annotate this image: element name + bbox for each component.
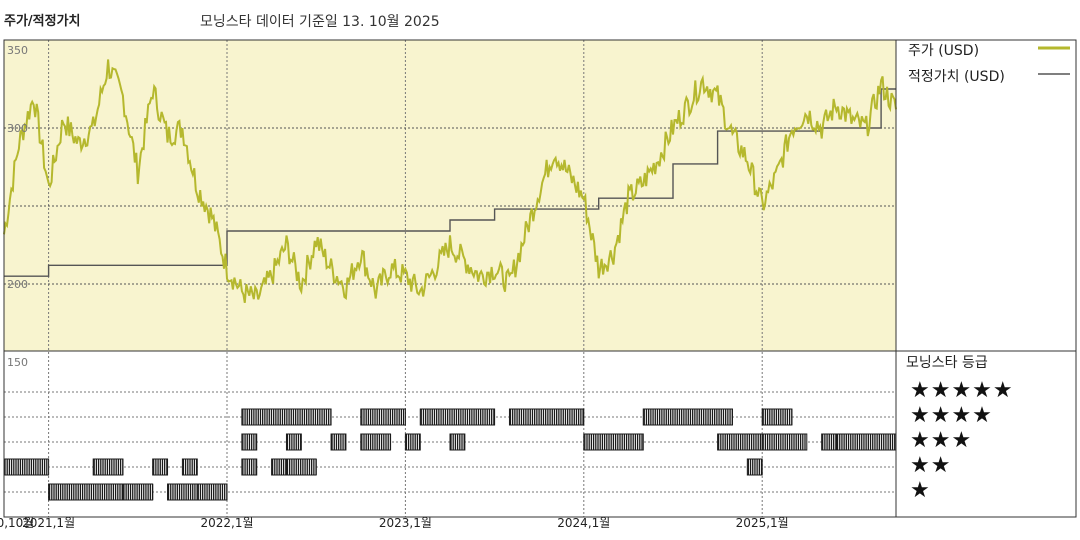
rating-5-stars: ★★★★★	[910, 378, 1014, 403]
y-tick-label: 200	[7, 278, 28, 291]
rating-bar-segment	[167, 483, 198, 501]
rating-bar-segment	[92, 458, 124, 476]
rating-bar-segment	[836, 433, 897, 451]
rating-bar-segment	[330, 433, 347, 451]
rating-bar-segment	[746, 458, 763, 476]
rating-bar-segment	[360, 433, 392, 451]
rating-bar-segment	[642, 408, 733, 426]
rating-bar-segment	[152, 458, 169, 476]
rating-bar-segment	[285, 433, 302, 451]
rating-bar-segment	[360, 408, 406, 426]
horizontal-grid	[4, 127, 896, 285]
chart-subtitle: 모닝스타 데이터 기준일 13. 10월 2025	[200, 14, 440, 30]
y-tick-labels: 350 300 200 150	[7, 44, 28, 369]
outer-frame	[3, 39, 1077, 518]
rating-bars	[3, 408, 897, 501]
rating-bar-segment	[285, 458, 317, 476]
fair-value-line	[4, 88, 896, 277]
legend-price-label: 주가 (USD)	[908, 43, 980, 59]
chart-title: 주가/적정가치	[4, 14, 81, 29]
rating-bar-segment	[404, 433, 421, 451]
price-line	[3, 59, 897, 303]
y-tick-label: 350	[7, 44, 28, 57]
x-tick-label: 2023,1월	[379, 516, 432, 530]
rating-bar-segment	[419, 408, 496, 426]
rating-bar-segment	[583, 433, 644, 451]
rating-bar-segment	[508, 408, 585, 426]
rating-bar-segment	[449, 433, 466, 451]
rating-1-stars: ★	[910, 478, 931, 503]
rating-3-stars: ★★★	[910, 428, 973, 453]
rating-bar-segment	[761, 433, 808, 451]
rating-bar-segment	[271, 458, 287, 476]
x-tick-label: 2022,1월	[200, 516, 253, 530]
rating-bar-segment	[241, 408, 332, 426]
x-tick-label: 2020,10월	[0, 516, 34, 530]
rating-panel-title: 모닝스타 등급	[906, 355, 988, 371]
x-tick-label: 2025,1월	[736, 516, 789, 530]
rating-4-stars: ★★★★	[910, 403, 993, 428]
rating-bar-segment	[122, 483, 154, 501]
x-tick-label: 2021,1월	[22, 516, 75, 530]
rating-bar-segment	[241, 433, 258, 451]
x-tick-label: 2024,1월	[557, 516, 610, 530]
rating-bar-segment	[717, 433, 763, 451]
rating-bar-segment	[181, 458, 198, 476]
rating-2-stars: ★★	[910, 453, 952, 478]
y-tick-label: 300	[7, 122, 28, 135]
y-tick-label: 150	[7, 356, 28, 369]
rating-bar-segment	[821, 433, 838, 451]
rating-bar-segment	[48, 483, 124, 501]
rating-bar-segment	[241, 458, 258, 476]
rating-bar-segment	[196, 483, 228, 501]
rating-bar-segment	[761, 408, 793, 426]
legend-fair-label: 적정가치 (USD)	[908, 69, 1005, 85]
rating-bar-segment	[3, 458, 50, 476]
